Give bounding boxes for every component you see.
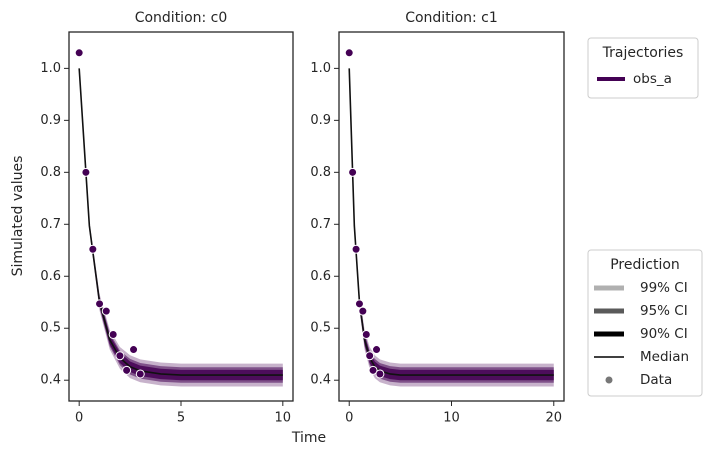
legend-title: Prediction <box>610 257 680 273</box>
y-tick-label: 0.9 <box>310 113 331 128</box>
data-point <box>129 345 139 355</box>
x-axis-title: Time <box>291 430 326 446</box>
legend-title: Trajectories <box>602 45 684 61</box>
y-tick-label: 1.0 <box>310 61 331 76</box>
data-point <box>375 369 385 379</box>
y-tick-label: 0.7 <box>310 217 331 232</box>
legend-swatch <box>605 376 613 384</box>
legend-label: Data <box>640 372 672 388</box>
legend-label: obs_a <box>633 71 672 87</box>
y-tick-label: 1.0 <box>40 61 61 76</box>
data-point <box>372 345 382 355</box>
data-point <box>365 351 375 361</box>
data-point <box>368 365 378 375</box>
ci-band <box>349 68 554 383</box>
y-axis-title: Simulated values <box>10 156 26 277</box>
x-tick-label: 10 <box>443 411 460 426</box>
data-point <box>348 167 358 177</box>
x-tick-label: 0 <box>75 411 83 426</box>
panel-title: Condition: c1 <box>405 10 498 26</box>
data-point <box>101 306 111 316</box>
y-tick-label: 0.8 <box>40 165 61 180</box>
y-tick-label: 0.6 <box>310 269 331 284</box>
data-point <box>344 48 354 58</box>
data-point <box>122 365 132 375</box>
data-point <box>88 244 98 254</box>
data-point <box>108 329 118 339</box>
legend-label: 99% CI <box>640 280 688 296</box>
y-tick-label: 0.6 <box>40 269 61 284</box>
x-tick-label: 10 <box>275 411 292 426</box>
legend-box <box>587 37 699 99</box>
y-tick-label: 0.9 <box>40 113 61 128</box>
data-point <box>74 48 84 58</box>
median-line <box>78 68 283 376</box>
data-point <box>358 306 368 316</box>
legend-label: 90% CI <box>640 326 688 342</box>
data-point <box>81 167 91 177</box>
y-tick-label: 0.4 <box>310 373 331 388</box>
median-line <box>348 68 554 376</box>
ci-band <box>349 68 554 381</box>
data-point <box>351 244 361 254</box>
y-tick-label: 0.4 <box>40 373 61 388</box>
data-point <box>354 299 364 309</box>
plot-frame <box>68 31 294 402</box>
data-point <box>115 351 125 361</box>
panel-title: Condition: c0 <box>135 10 228 26</box>
data-point <box>95 299 105 309</box>
x-tick-label: 5 <box>177 411 185 426</box>
data-point <box>361 329 371 339</box>
y-tick-label: 0.7 <box>40 217 61 232</box>
x-tick-label: 20 <box>545 411 562 426</box>
y-tick-label: 0.5 <box>310 321 331 336</box>
x-tick-label: 0 <box>345 411 353 426</box>
y-tick-label: 0.5 <box>40 321 61 336</box>
y-tick-label: 0.8 <box>310 165 331 180</box>
legend-label: Median <box>640 349 689 365</box>
data-point <box>135 369 145 379</box>
legend-label: 95% CI <box>640 303 688 319</box>
ci-band <box>349 68 554 387</box>
plot-frame <box>338 31 565 402</box>
